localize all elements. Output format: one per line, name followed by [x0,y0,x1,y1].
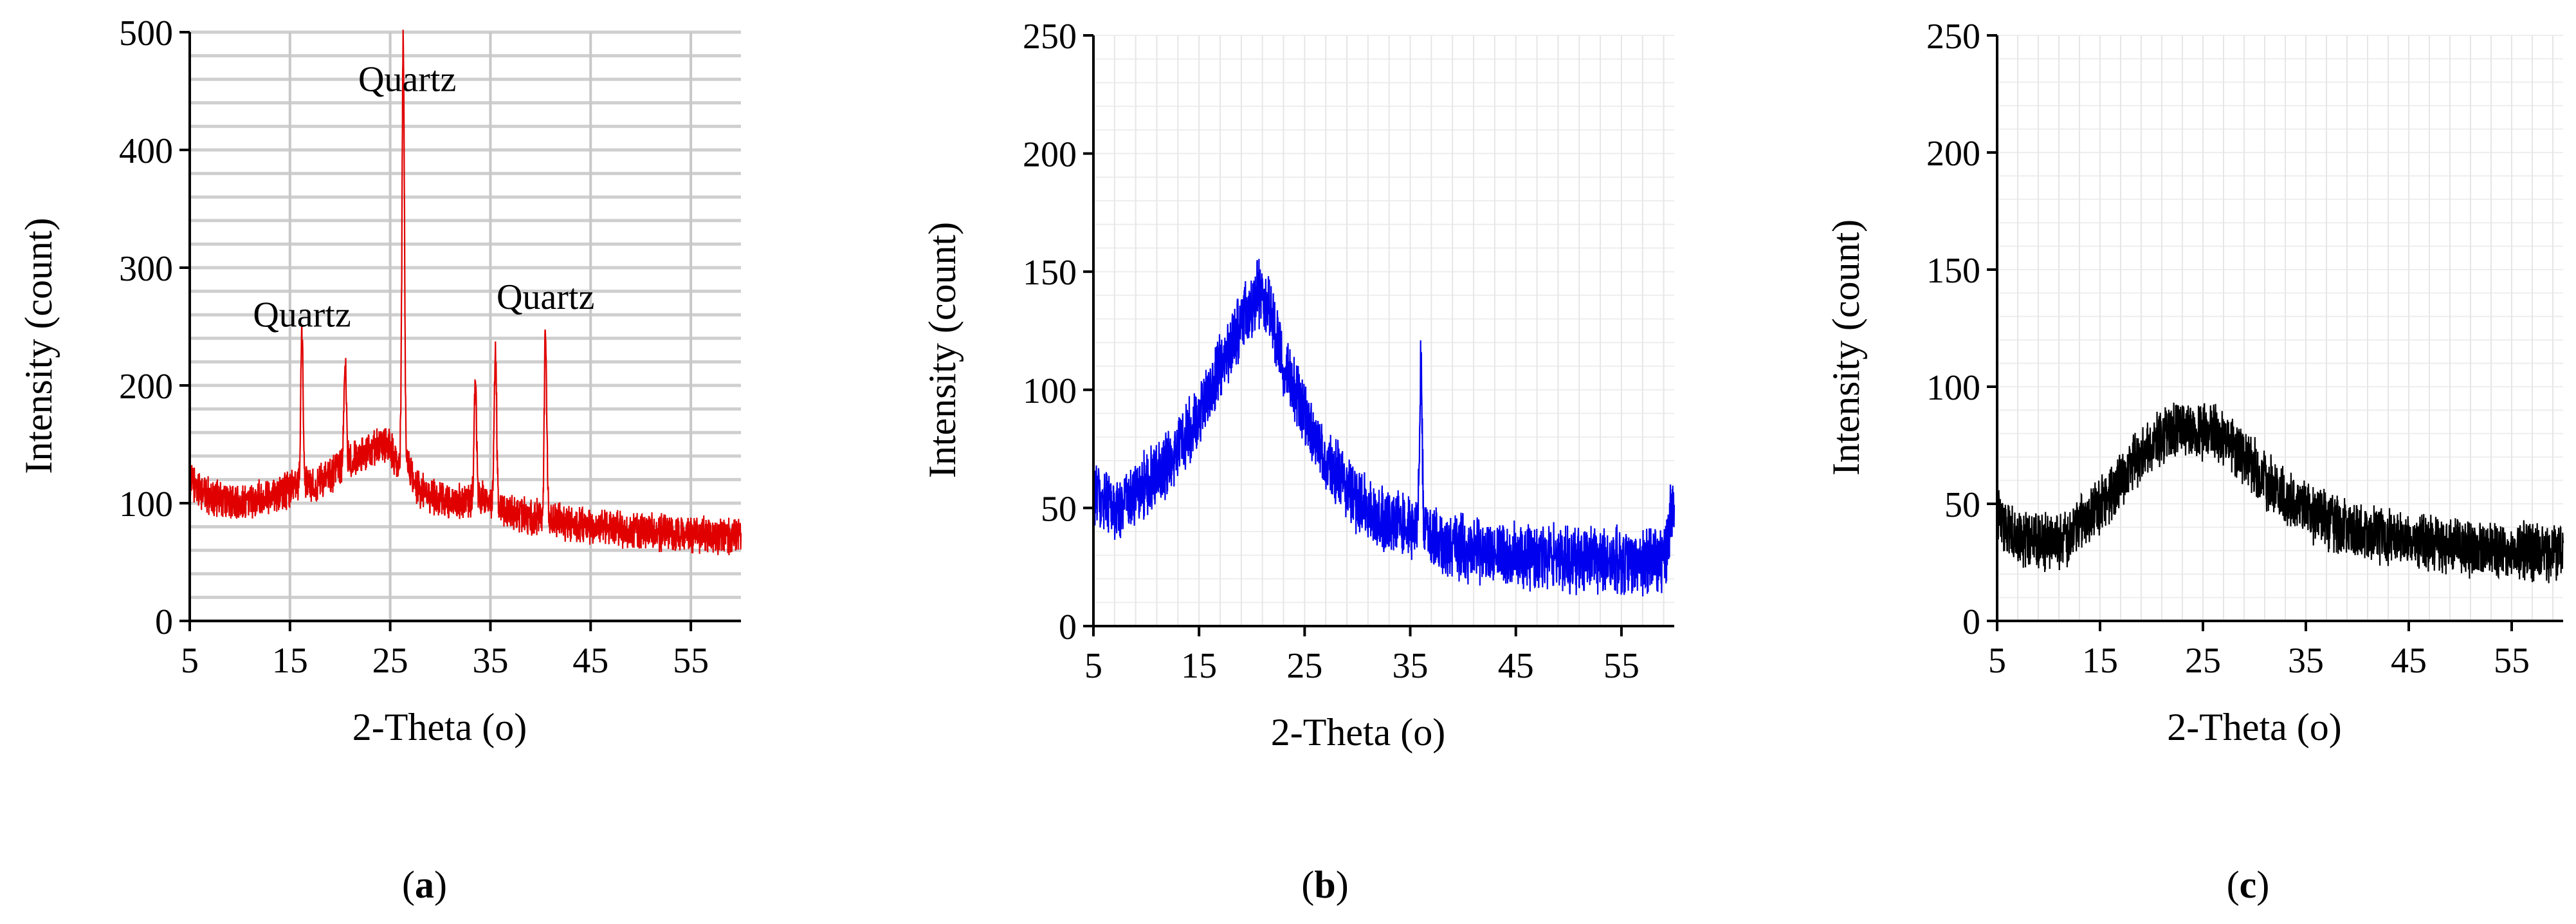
annotation-label: Quartz [497,277,594,317]
series-line [188,30,742,555]
x-tick-label: 15 [2082,641,2118,681]
y-tick-label: 100 [1926,368,1980,408]
y-tick-label: 50 [1041,489,1077,529]
y-tick-label: 0 [1059,607,1077,647]
x-tick-label: 15 [272,641,308,681]
chart-panel-c: 0 50 100 150 200 250 5 15 25 35 45 55 2-Theta (o) Int… [1825,17,2564,906]
x-tick-label: 25 [2185,641,2221,681]
y-tick-label: 200 [1926,134,1980,174]
x-tick-label: 5 [1084,646,1102,686]
panel-caption: (a) [402,864,447,906]
x-axis-label: 2-Theta (o) [2167,706,2342,748]
x-tick-label: 35 [1393,646,1429,686]
y-tick-label: 250 [1023,17,1077,57]
x-tick-label: 25 [1286,646,1322,686]
x-tick-label: 5 [1988,641,2006,681]
y-axis-label: Intensity (count) [1825,219,1867,476]
x-tick-label: 55 [1603,646,1640,686]
y-tick-label: 400 [119,131,173,171]
annotation-label: Quartz [358,60,456,100]
x-tick-label: 15 [1181,646,1217,686]
y-axis-label: Intensity (count) [17,217,60,474]
y-tick-label: 200 [119,367,173,407]
y-tick-label: 500 [119,14,173,53]
x-tick-label: 45 [2391,641,2427,681]
panel-caption: (c) [2227,864,2270,906]
x-tick-label: 25 [372,641,408,681]
chart-panel-a: 0 100 200 300 400 500 5 15 25 35 45 55 2-Theta (o) In… [17,14,742,906]
gridlines [1093,35,1674,627]
panel-caption: (b) [1301,864,1348,906]
y-axis-label: Intensity (count) [921,222,964,478]
x-tick-label: 5 [181,641,199,681]
y-tick-label: 150 [1926,251,1980,291]
x-axis-label: 2-Theta (o) [352,706,527,748]
y-tick-label: 250 [1926,17,1980,57]
x-tick-label: 55 [673,641,709,681]
series-line [1092,259,1676,596]
y-tick-label: 0 [155,602,173,642]
y-tick-label: 100 [119,485,173,524]
gridlines [188,30,741,623]
series-line [1996,402,2564,584]
y-tick-label: 300 [119,249,173,289]
x-tick-label: 35 [472,641,508,681]
x-axis-label: 2-Theta (o) [1271,711,1446,753]
y-tick-label: 0 [1962,602,1980,642]
annotation-label: Quartz [253,295,351,335]
x-tick-label: 45 [572,641,608,681]
x-tick-label: 35 [2288,641,2324,681]
y-tick-label: 200 [1023,135,1077,175]
x-tick-label: 45 [1498,646,1534,686]
y-tick-label: 50 [1944,485,1980,525]
y-tick-label: 150 [1023,253,1077,293]
y-tick-label: 100 [1023,371,1077,411]
x-tick-label: 55 [2494,641,2530,681]
chart-panel-b: 0 50 100 150 200 250 5 15 25 35 45 55 2-Theta (o) Int… [921,17,1676,906]
